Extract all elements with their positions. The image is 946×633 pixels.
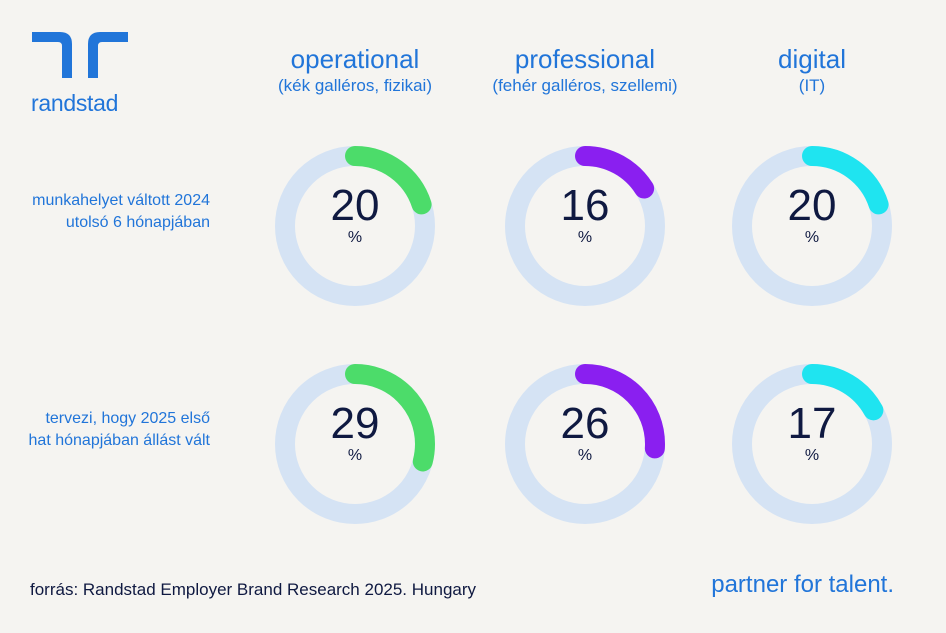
donut-arc xyxy=(732,146,892,306)
donut-value: 29 xyxy=(330,399,380,448)
donut-value: 26 xyxy=(560,399,610,448)
donut-value: 17 xyxy=(787,399,837,448)
donut-value: 16 xyxy=(560,181,610,230)
donut-ring xyxy=(732,364,892,524)
donut-unit: % xyxy=(804,447,820,464)
column-subtitle: (kék galléros, fizikai) xyxy=(278,76,432,95)
column-subtitle: (IT) xyxy=(798,76,826,95)
donut-arc xyxy=(275,146,435,306)
donut-unit: % xyxy=(347,229,363,246)
column-title: operational xyxy=(290,44,420,74)
column-header-digital: digital (IT) xyxy=(692,44,932,96)
column-title: digital xyxy=(778,44,846,74)
donut-professional-row1: 16% xyxy=(500,141,670,311)
donut-unit: % xyxy=(347,447,363,464)
donut-professional-row2: 26% xyxy=(500,359,670,529)
donut-unit: % xyxy=(577,447,593,464)
donut-digital-row1: 20% xyxy=(727,141,897,311)
source-note: forrás: Randstad Employer Brand Research… xyxy=(30,580,477,599)
brand-tagline: partner for talent. xyxy=(711,571,894,598)
row-label: munkahelyet váltott 2024 utolsó 6 hónapj… xyxy=(32,192,210,231)
donut-value: 20 xyxy=(330,181,380,230)
donut-ring xyxy=(275,364,435,524)
donut-value: 20 xyxy=(787,181,837,230)
donut-ring xyxy=(505,146,665,306)
donut-unit: % xyxy=(577,229,593,246)
donut-digital-row2: 17% xyxy=(727,359,897,529)
donut-operational-row2: 29% xyxy=(270,359,440,529)
donut-ring xyxy=(505,364,665,524)
column-title: professional xyxy=(514,44,656,74)
donut-arc xyxy=(505,364,665,524)
randstad-logo-icon xyxy=(32,32,128,78)
brand-name: randstad xyxy=(31,90,119,116)
donut-arc xyxy=(732,364,892,524)
donut-ring xyxy=(275,146,435,306)
randstad-logo: randstad xyxy=(30,28,140,116)
donut-operational-row1: 20% xyxy=(270,141,440,311)
column-header-professional: professional (fehér galléros, szellemi) xyxy=(465,44,705,96)
donut-ring xyxy=(732,146,892,306)
column-subtitle: (fehér galléros, szellemi) xyxy=(492,76,678,95)
donut-arc xyxy=(275,364,435,524)
donut-arc xyxy=(505,146,665,306)
row-label: tervezi, hogy 2025 első hat hónapjában á… xyxy=(28,410,210,449)
column-header-operational: operational (kék galléros, fizikai) xyxy=(235,44,475,96)
donut-unit: % xyxy=(804,229,820,246)
